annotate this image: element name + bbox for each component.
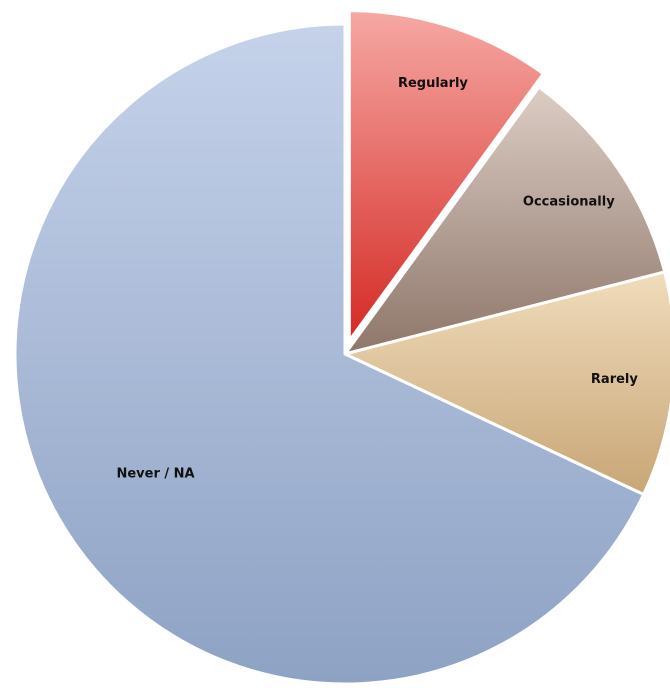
pie-slice-never-na: [13, 22, 646, 686]
pie-slices: [13, 9, 670, 686]
pie-slice-occasionally: [343, 85, 667, 356]
pie-labels: Regularly Occasionally Rarely Never / NA: [116, 76, 638, 482]
pie-label-never-na: Never / NA: [116, 467, 194, 482]
pie-label-rarely: Rarely: [591, 372, 638, 387]
pie-label-occasionally: Occasionally: [523, 194, 615, 209]
pie-slice-regularly: [347, 9, 545, 343]
pie-label-regularly: Regularly: [398, 76, 468, 91]
pie-slice-rarely: [343, 270, 670, 497]
